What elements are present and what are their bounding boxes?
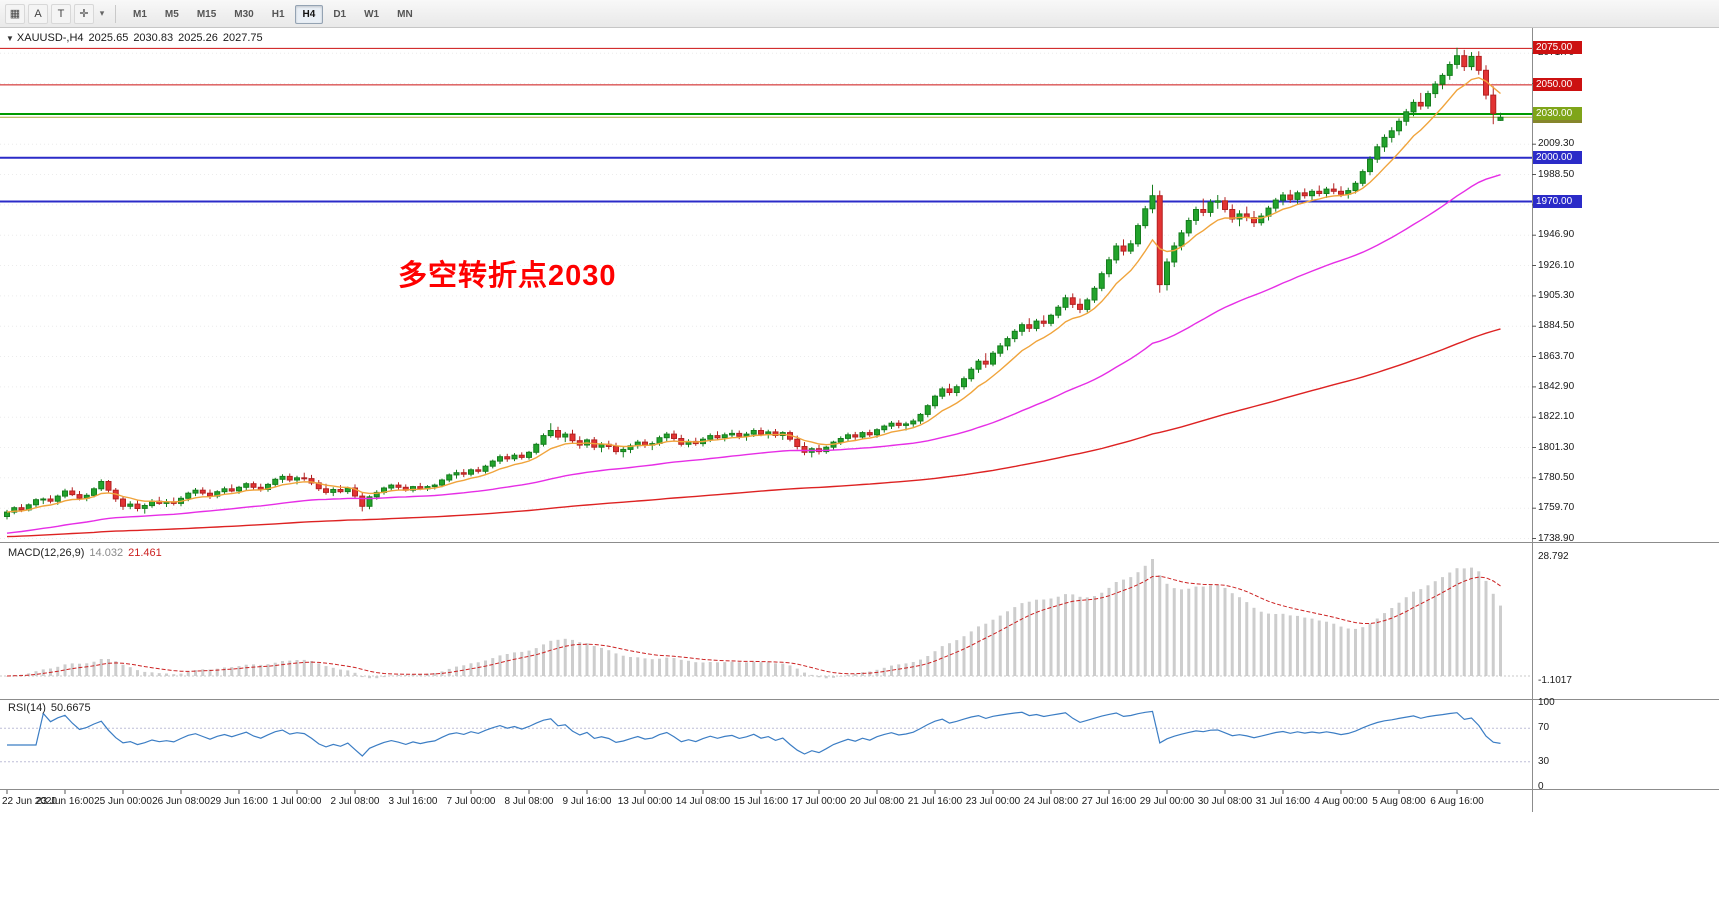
time-axis-label: 22 Jun 2020: [2, 796, 58, 807]
rsi-name: RSI(14): [8, 702, 46, 714]
candles-down: [18, 49, 1497, 513]
ohlc-close: 2027.75: [222, 32, 263, 44]
time-axis-label: 29 Jul 00:00: [1139, 796, 1195, 807]
macd-histogram: [5, 559, 1502, 679]
time-axis-label: 24 Jul 08:00: [1023, 796, 1079, 807]
rsi-indicator-label: RSI(14) 50.6675: [8, 702, 91, 714]
time-axis-label: 29 Jun 16:00: [210, 796, 268, 807]
time-axis-label: 2 Jul 08:00: [330, 796, 380, 807]
ma-fast-line: [6, 76, 1501, 513]
ohlc-open: 2025.65: [88, 32, 129, 44]
time-axis-label: 15 Jul 16:00: [733, 796, 789, 807]
time-axis-label: 21 Jul 16:00: [907, 796, 963, 807]
time-axis-label: 9 Jul 16:00: [562, 796, 612, 807]
axis-tickmarks: [6, 52, 1536, 794]
time-axis-label: 7 Jul 00:00: [446, 796, 496, 807]
time-axis-label: 17 Jul 00:00: [791, 796, 847, 807]
timeframe-button-W1[interactable]: W1: [356, 5, 387, 24]
toolbar: ▦ A T ✛ ▾ M1 M5 M15 M30 H1 H4 D1 W1 MN: [0, 0, 1719, 28]
price-gridlines: [0, 52, 1532, 539]
time-axis-label: 27 Jul 16:00: [1081, 796, 1137, 807]
time-axis-label: 3 Jul 16:00: [388, 796, 438, 807]
timeframe-button-MN[interactable]: MN: [389, 5, 421, 24]
macd-signal-line: [6, 575, 1501, 677]
toolbar-separator: [115, 4, 116, 23]
chart-window-icon[interactable]: ▦: [5, 3, 25, 24]
macd-name: MACD(12,26,9): [8, 547, 85, 559]
symbol-label: XAUUSD-,H4: [16, 32, 84, 44]
time-axis-label: 25 Jun 00:00: [94, 796, 152, 807]
time-axis-label: 1 Jul 00:00: [272, 796, 322, 807]
macd-main-value: 14.032: [89, 547, 124, 559]
time-axis-label: 20 Jul 08:00: [849, 796, 905, 807]
ohlc-high: 2030.83: [133, 32, 174, 44]
timeframe-button-M30[interactable]: M30: [226, 5, 261, 24]
time-axis-label: 31 Jul 16:00: [1255, 796, 1311, 807]
timeframe-button-D1[interactable]: D1: [325, 5, 354, 24]
timeframe-button-M15[interactable]: M15: [189, 5, 224, 24]
time-axis-label: 4 Aug 00:00: [1314, 796, 1368, 807]
macd-indicator-label: MACD(12,26,9) 14.032 21.461: [8, 547, 162, 559]
chart-annotation-text[interactable]: 多空转折点2030: [398, 260, 617, 292]
macd-signal-value: 21.461: [128, 547, 162, 559]
collapse-arrow-icon[interactable]: ▼: [6, 34, 14, 43]
time-axis-label: 8 Jul 08:00: [504, 796, 554, 807]
timeframe-button-H1[interactable]: H1: [264, 5, 293, 24]
time-axis-label: 26 Jun 08:00: [152, 796, 210, 807]
time-axis-label: 14 Jul 08:00: [675, 796, 731, 807]
time-axis[interactable]: 22 Jun 2020 23 Jun 16:00 25 Jun 00:00 26 Ju…: [0, 796, 1533, 810]
timeframe-button-H4[interactable]: H4: [294, 4, 324, 24]
ma-slow-line: [6, 328, 1501, 538]
rsi-value: 50.6675: [50, 702, 91, 714]
timeframe-button-M1[interactable]: M1: [125, 5, 155, 24]
text-label-tool-button[interactable]: A: [28, 3, 48, 24]
cursor-tool-button[interactable]: ✛: [74, 3, 94, 24]
time-axis-label: 13 Jul 00:00: [617, 796, 673, 807]
time-axis-label: 5 Aug 08:00: [1372, 796, 1426, 807]
tool-dropdown-arrow-icon[interactable]: ▾: [97, 4, 107, 24]
ma-mid-line: [6, 174, 1501, 534]
timeframe-toolbar: M1 M5 M15 M30 H1 H4 D1 W1 MN: [124, 4, 422, 24]
panel-dividers: [0, 28, 1719, 812]
time-axis-label: 23 Jul 00:00: [965, 796, 1021, 807]
ohlc-low: 2025.26: [178, 32, 218, 44]
rsi-line: [7, 710, 1501, 757]
symbol-ohlc-header: ▼ XAUUSD-,H4 2025.65 2030.83 2025.26 2027.75: [6, 32, 268, 44]
time-axis-label: 23 Jun 16:00: [36, 796, 94, 807]
time-axis-label: 30 Jul 08:00: [1197, 796, 1253, 807]
candles-up: [4, 47, 1504, 520]
time-axis-label: 6 Aug 16:00: [1430, 796, 1484, 807]
shapes-tool-button[interactable]: T: [51, 3, 71, 24]
timeframe-button-M5[interactable]: M5: [157, 5, 187, 24]
